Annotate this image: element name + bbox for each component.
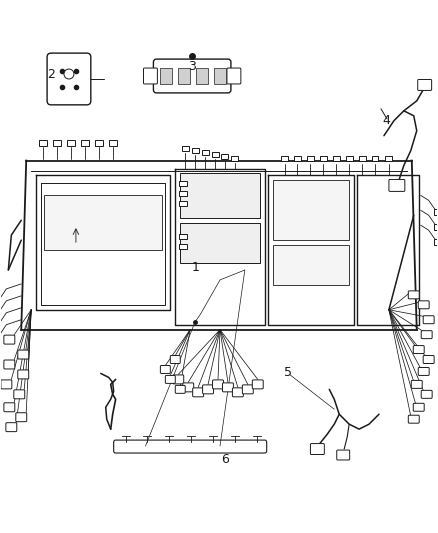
FancyBboxPatch shape — [227, 68, 241, 84]
FancyBboxPatch shape — [1, 380, 12, 389]
FancyBboxPatch shape — [389, 180, 405, 191]
Bar — [333, 156, 340, 161]
FancyBboxPatch shape — [203, 385, 214, 394]
Bar — [67, 140, 75, 146]
Text: 6: 6 — [221, 454, 229, 466]
FancyBboxPatch shape — [173, 375, 184, 384]
FancyBboxPatch shape — [183, 383, 194, 392]
Text: 4: 4 — [382, 114, 390, 127]
Text: 2: 2 — [47, 68, 55, 80]
Bar — [371, 156, 378, 161]
Bar — [273, 181, 349, 240]
FancyBboxPatch shape — [223, 383, 233, 392]
Bar — [196, 68, 208, 84]
Bar — [180, 223, 260, 263]
FancyBboxPatch shape — [421, 390, 432, 398]
FancyBboxPatch shape — [413, 403, 424, 411]
FancyBboxPatch shape — [408, 291, 419, 299]
Bar — [212, 152, 219, 157]
FancyBboxPatch shape — [212, 380, 223, 389]
FancyBboxPatch shape — [144, 68, 157, 84]
FancyBboxPatch shape — [408, 415, 419, 423]
Bar — [53, 140, 61, 146]
Bar — [320, 156, 327, 161]
FancyBboxPatch shape — [418, 79, 431, 91]
FancyBboxPatch shape — [175, 385, 185, 393]
Bar — [192, 148, 198, 153]
Bar — [294, 156, 301, 161]
Bar — [385, 156, 392, 161]
FancyBboxPatch shape — [16, 413, 27, 422]
Bar — [179, 181, 187, 186]
FancyBboxPatch shape — [311, 443, 324, 455]
FancyBboxPatch shape — [423, 356, 434, 364]
FancyBboxPatch shape — [114, 440, 267, 453]
FancyBboxPatch shape — [47, 53, 91, 105]
Bar — [434, 209, 438, 215]
Circle shape — [64, 69, 74, 79]
Bar — [179, 233, 187, 239]
Text: 3: 3 — [188, 60, 196, 72]
Bar — [81, 140, 89, 146]
FancyBboxPatch shape — [160, 366, 170, 374]
FancyBboxPatch shape — [153, 59, 231, 93]
Bar — [44, 196, 162, 250]
FancyBboxPatch shape — [4, 360, 15, 369]
Bar — [222, 154, 229, 159]
FancyBboxPatch shape — [413, 345, 424, 353]
FancyBboxPatch shape — [193, 388, 204, 397]
FancyBboxPatch shape — [165, 375, 175, 383]
FancyBboxPatch shape — [421, 330, 432, 338]
Bar — [39, 140, 47, 146]
Bar — [434, 224, 438, 230]
Bar — [346, 156, 353, 161]
Bar — [95, 140, 103, 146]
Bar — [178, 68, 190, 84]
Text: 5: 5 — [283, 366, 292, 379]
FancyBboxPatch shape — [18, 370, 29, 379]
Bar — [201, 150, 208, 155]
FancyBboxPatch shape — [170, 356, 180, 364]
FancyBboxPatch shape — [418, 301, 429, 309]
Text: 1: 1 — [191, 262, 199, 274]
FancyBboxPatch shape — [6, 423, 17, 432]
FancyBboxPatch shape — [18, 350, 29, 359]
FancyBboxPatch shape — [4, 335, 15, 344]
Bar — [231, 156, 238, 161]
Bar — [434, 239, 438, 245]
Bar — [180, 173, 260, 218]
FancyBboxPatch shape — [337, 450, 350, 460]
FancyBboxPatch shape — [252, 380, 263, 389]
Bar — [307, 156, 314, 161]
FancyBboxPatch shape — [4, 403, 15, 411]
Bar — [179, 201, 187, 206]
Bar — [179, 244, 187, 248]
Bar — [273, 245, 349, 285]
FancyBboxPatch shape — [233, 388, 244, 397]
Bar — [214, 68, 226, 84]
Bar — [359, 156, 366, 161]
FancyBboxPatch shape — [423, 316, 434, 324]
FancyBboxPatch shape — [242, 385, 253, 394]
FancyBboxPatch shape — [14, 390, 25, 399]
FancyBboxPatch shape — [418, 367, 429, 375]
Bar — [179, 191, 187, 196]
Bar — [182, 146, 189, 151]
Bar — [160, 68, 172, 84]
FancyBboxPatch shape — [411, 381, 422, 389]
Bar — [281, 156, 288, 161]
Bar — [109, 140, 117, 146]
